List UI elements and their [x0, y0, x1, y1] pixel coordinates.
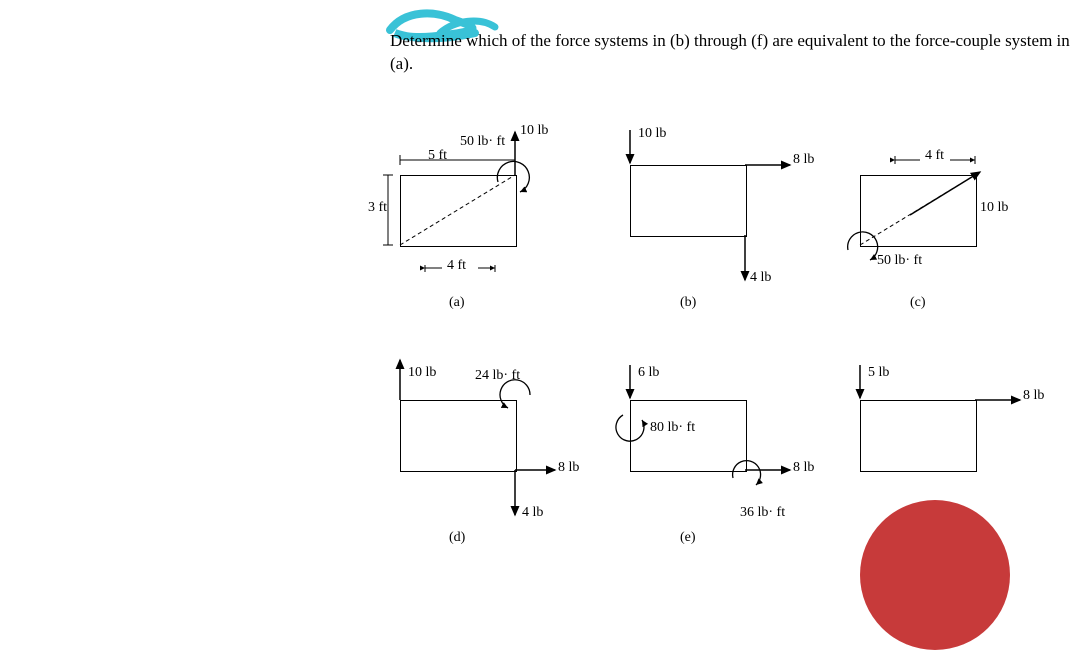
c-dim-top: 4 ft	[925, 148, 944, 164]
problem-statement: Determine which of the force systems in …	[390, 30, 1070, 76]
caption-c: (c)	[910, 295, 926, 311]
e-force-down-label: 6 lb	[638, 365, 659, 381]
b-force-right-label: 8 lb	[793, 152, 814, 168]
a-dim-bottom: 4 ft	[447, 258, 466, 274]
caption-e: (e)	[680, 530, 696, 546]
diagram-area: 10 lb 50 lb· ft 5 ft 3 ft 4 ft (a) 10 lb…	[380, 120, 1079, 550]
f-force-down-label: 5 lb	[868, 365, 889, 381]
d-force-down-label: 4 lb	[522, 505, 543, 521]
caption-d: (d)	[449, 530, 465, 546]
a-couple-label: 50 lb· ft	[460, 134, 505, 150]
b-force-down2-label: 4 lb	[750, 270, 771, 286]
problem-text: Determine which of the force systems in …	[390, 31, 1070, 73]
c-diag-force-label: 10 lb	[980, 200, 1008, 216]
red-circle-annotation	[860, 500, 1010, 650]
a-dim-top: 5 ft	[428, 148, 447, 164]
e-couple-tl-label: 80 lb· ft	[650, 420, 695, 436]
e-force-right-label: 8 lb	[793, 460, 814, 476]
b-force-down-label: 10 lb	[638, 126, 666, 142]
d-force-up-label: 10 lb	[408, 365, 436, 381]
a-dim-left: 3 ft	[368, 200, 387, 216]
f-force-right-label: 8 lb	[1023, 388, 1044, 404]
caption-b: (b)	[680, 295, 696, 311]
caption-a: (a)	[449, 295, 465, 311]
overlay-svg	[380, 120, 1079, 550]
a-force-up-label: 10 lb	[520, 123, 548, 139]
d-force-right-label: 8 lb	[558, 460, 579, 476]
e-couple-br-label: 36 lb· ft	[740, 505, 785, 521]
d-couple-label: 24 lb· ft	[475, 368, 520, 384]
c-couple-label: 50 lb· ft	[877, 253, 922, 269]
